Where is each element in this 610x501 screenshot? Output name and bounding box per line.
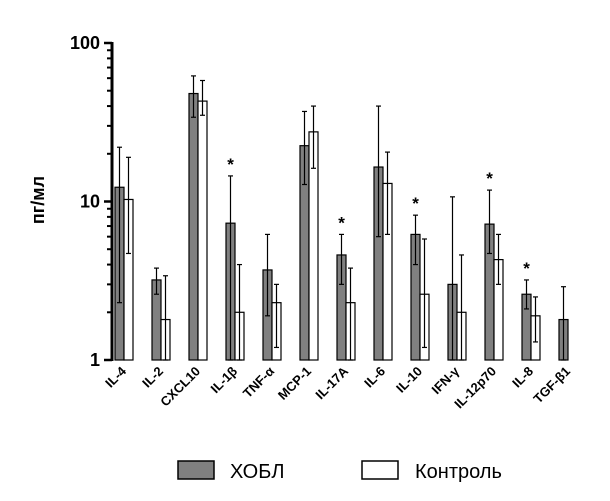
error-bars — [117, 75, 566, 361]
y-tick-label: 10 — [80, 192, 100, 212]
x-tick-label: IFN-γ — [429, 363, 463, 397]
y-tick-label: 1 — [90, 350, 100, 370]
x-tick-label: IL-6 — [361, 364, 388, 391]
x-tick-label: IL-10 — [393, 364, 425, 396]
legend-swatch-copd — [177, 460, 215, 480]
x-tick-label: TNF-α — [240, 364, 277, 401]
x-tick-label: CXCL10 — [157, 364, 203, 410]
y-axis-label: пг/мл — [28, 176, 48, 224]
x-tick-label: IL-4 — [102, 363, 129, 390]
y-tick-label: 100 — [70, 33, 100, 53]
bar — [188, 92, 199, 361]
bar — [197, 100, 208, 361]
significance-star: * — [486, 169, 493, 188]
legend-label-control: Контроль — [415, 461, 502, 483]
significance-star: * — [523, 259, 530, 278]
x-tick-label: IL-1β — [208, 363, 241, 396]
legend: ХОБЛ Контроль — [177, 460, 502, 483]
x-tick-label: MCP-1 — [275, 364, 314, 403]
legend-label-copd: ХОБЛ — [230, 461, 284, 483]
significance-star: * — [338, 213, 345, 232]
significance-star: * — [412, 194, 419, 213]
y-axis: 1 10 100 — [70, 33, 114, 370]
significance-star: * — [227, 155, 234, 174]
x-tick-label: IL-2 — [139, 364, 166, 391]
x-tick-label: IL-8 — [509, 364, 536, 391]
x-tick-label: IL-17A — [312, 363, 351, 402]
significance-markers: * * * * * — [227, 155, 530, 278]
x-tick-label: TGF-β1 — [530, 364, 573, 407]
legend-swatch-control — [361, 460, 399, 480]
